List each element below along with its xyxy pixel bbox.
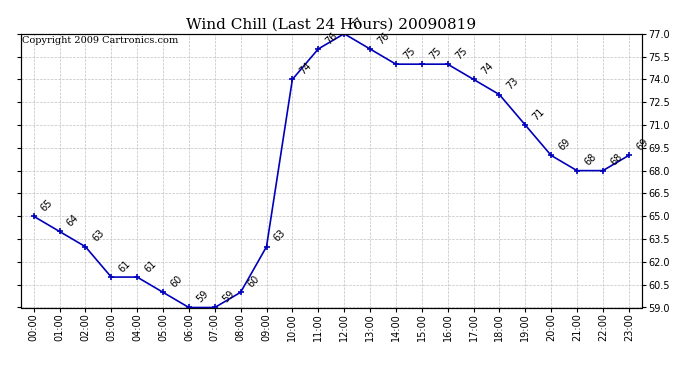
Text: 60: 60 — [246, 274, 262, 290]
Text: 63: 63 — [91, 228, 107, 244]
Text: 76: 76 — [375, 30, 391, 46]
Text: 74: 74 — [298, 61, 314, 76]
Text: 77: 77 — [350, 15, 366, 31]
Text: 75: 75 — [427, 45, 443, 62]
Text: 68: 68 — [582, 152, 598, 168]
Text: 76: 76 — [324, 30, 339, 46]
Text: 60: 60 — [168, 274, 184, 290]
Text: 75: 75 — [453, 45, 469, 62]
Text: 71: 71 — [531, 106, 546, 122]
Text: 69: 69 — [557, 137, 573, 153]
Text: 63: 63 — [272, 228, 288, 244]
Text: 75: 75 — [402, 45, 417, 62]
Text: 61: 61 — [143, 259, 159, 274]
Text: 64: 64 — [65, 213, 81, 229]
Text: 65: 65 — [39, 198, 55, 213]
Text: 74: 74 — [479, 61, 495, 76]
Text: 59: 59 — [195, 289, 210, 305]
Text: 68: 68 — [609, 152, 624, 168]
Text: 61: 61 — [117, 259, 132, 274]
Text: 73: 73 — [505, 76, 521, 92]
Text: 69: 69 — [634, 137, 650, 153]
Text: 59: 59 — [220, 289, 236, 305]
Title: Wind Chill (Last 24 Hours) 20090819: Wind Chill (Last 24 Hours) 20090819 — [186, 17, 476, 31]
Text: Copyright 2009 Cartronics.com: Copyright 2009 Cartronics.com — [22, 36, 178, 45]
